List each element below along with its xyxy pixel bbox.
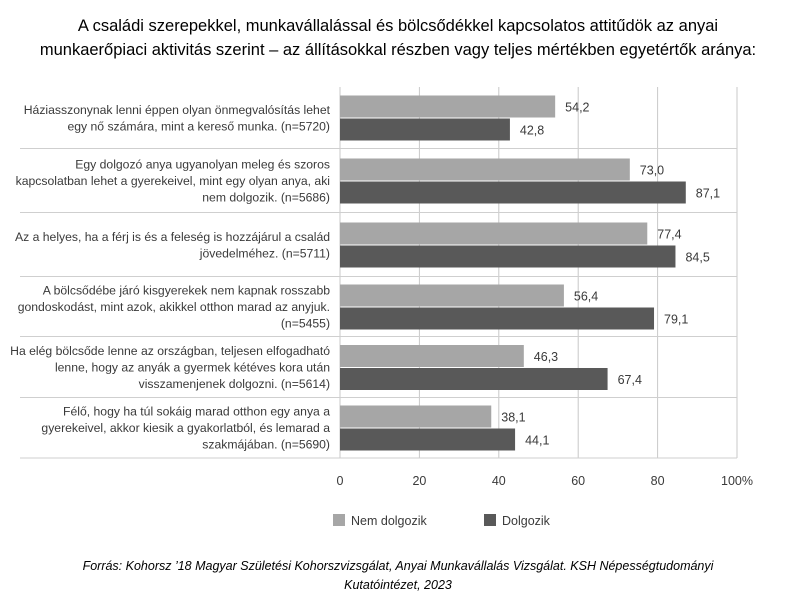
- legend-label: Dolgozik: [502, 514, 551, 528]
- bar: [340, 245, 676, 268]
- category-label: gyerekeivel, akkor kiesik a gyakorlatból…: [41, 421, 330, 435]
- category-label: Félő, hogy ha túl sokáig marad otthon eg…: [63, 405, 330, 419]
- category-label: jövedelméhez. (n=5711): [199, 246, 330, 260]
- x-tick-label: 20: [412, 474, 426, 488]
- category-label: (n=5455): [281, 317, 330, 331]
- source-line-2: Kutatóintézet, 2023: [344, 578, 452, 592]
- x-tick-label: 40: [492, 474, 506, 488]
- category-label: Egy dolgozó anya ugyanolyan meleg és szo…: [75, 158, 330, 172]
- bar: [340, 95, 556, 118]
- category-label: lenne, hogy az anyák a gyermek kétéves k…: [55, 361, 330, 375]
- data-label: 42,8: [520, 124, 544, 138]
- x-tick-label: 0: [337, 474, 344, 488]
- bar-chart: 0 20 40 60 80 100% Háziasszonynak lenni éppen …: [10, 87, 753, 528]
- data-label: 38,1: [501, 411, 525, 425]
- category-label: Ha elég bölcsőde lenne az országban, tel…: [10, 344, 330, 358]
- legend-swatch: [484, 514, 496, 526]
- data-label: 73,0: [640, 164, 664, 178]
- bar: [340, 368, 608, 390]
- data-label: 87,1: [696, 187, 720, 201]
- bar: [340, 405, 492, 428]
- category-label: Háziasszonynak lenni éppen olyan önmegva…: [24, 103, 331, 117]
- category-label: nem dolgozik. (n=5686): [202, 191, 330, 205]
- category-label: szakmájában. (n=5690): [202, 438, 330, 452]
- bar: [340, 158, 630, 181]
- x-tick-label: 60: [571, 474, 585, 488]
- data-label: 44,1: [525, 434, 549, 448]
- data-label: 54,2: [565, 101, 589, 115]
- data-label: 67,4: [618, 373, 642, 387]
- data-label: 56,4: [574, 290, 598, 304]
- category-label: gondoskodást, mint azok, akikkel otthon …: [18, 300, 330, 314]
- chart-title-line-1: A családi szerepekkel, munkavállalással …: [77, 17, 719, 35]
- legend-label: Nem dolgozik: [351, 514, 427, 528]
- category-label: egy nő számára, mint a kereső munka. (n=…: [67, 119, 330, 133]
- category-label: A bölcsődébe járó kisgyerekek nem kapnak…: [43, 284, 330, 298]
- bar: [340, 428, 516, 451]
- bar: [340, 222, 648, 245]
- bar: [340, 284, 564, 307]
- bar: [340, 181, 686, 204]
- category-label: Az a helyes, ha a férj is és a feleség i…: [15, 230, 330, 244]
- x-tick-label: 100%: [721, 474, 753, 488]
- bar: [340, 345, 524, 367]
- legend-swatch: [333, 514, 345, 526]
- chart-title: A családi szerepekkel, munkavállalással …: [0, 14, 796, 62]
- chart-title-line-2: munkaerőpiaci aktivitás szerint – az áll…: [39, 41, 757, 59]
- source-note: Forrás: Kohorsz ’18 Magyar Születési Koh…: [0, 557, 796, 595]
- data-label: 46,3: [534, 350, 558, 364]
- category-label: visszamenjenek dolgozni. (n=5614): [139, 377, 330, 391]
- category-label: kapcsolatban lehet a gyerekeivel, mint e…: [16, 174, 330, 188]
- data-label: 79,1: [664, 313, 688, 327]
- data-label: 77,4: [657, 228, 681, 242]
- source-line-1: Forrás: Kohorsz ’18 Magyar Születési Koh…: [82, 559, 714, 573]
- bar: [340, 307, 655, 330]
- bar: [340, 118, 510, 141]
- data-label: 84,5: [685, 251, 709, 265]
- x-tick-label: 80: [651, 474, 665, 488]
